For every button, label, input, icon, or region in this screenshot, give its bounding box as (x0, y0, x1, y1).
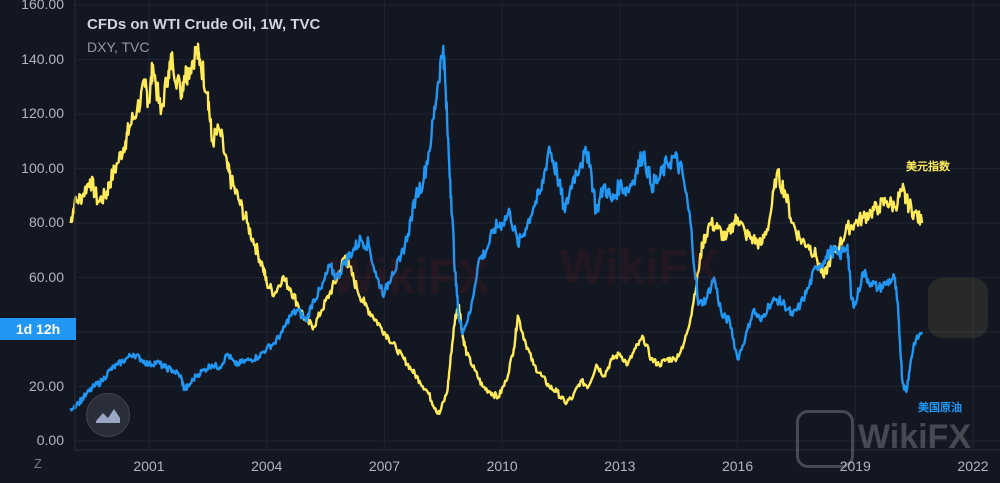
chart-title: CFDs on WTI Crude Oil, 1W, TVC (87, 16, 321, 33)
series-label-dxy: 美元指数 (906, 161, 950, 173)
series-label-oil: 美国原油 (918, 402, 962, 414)
x-tick-label: 2004 (251, 458, 283, 474)
interval-badge[interactable]: 1d 12h (0, 318, 76, 340)
x-tick-label: 2016 (721, 458, 754, 474)
series-lines (69, 42, 924, 415)
x-tick-label: 2007 (368, 458, 400, 474)
wikifx-logo-icon (796, 410, 854, 468)
y-tick-label: 80.00 (28, 214, 64, 230)
series-line-dxy (69, 42, 924, 415)
x-tick-label: 2010 (486, 458, 518, 474)
zoom-reset-button[interactable]: Z (34, 456, 42, 471)
wave-chart-icon (96, 409, 120, 423)
y-tick-label: 160.00 (21, 0, 64, 12)
chart-subtitle: DXY, TVC (87, 39, 150, 55)
y-tick-label: 20.00 (28, 377, 64, 394)
y-tick-label: 140.00 (21, 50, 64, 67)
x-tick-label: 2022 (957, 458, 989, 474)
faint-watermark-2: WikiFX (560, 241, 720, 294)
y-tick-label: 120.00 (21, 105, 64, 121)
wikifx-watermark-text: WikiFX (858, 418, 972, 456)
x-tick-label: 2001 (133, 458, 165, 474)
tradingview-logo-button[interactable] (86, 393, 130, 437)
y-tick-label: 0.00 (36, 432, 64, 448)
y-tick-label: 100.00 (21, 159, 64, 176)
wikifx-watermark: WikiFX (796, 410, 996, 468)
series-line-oil (69, 44, 924, 412)
y-tick-label: 60.00 (28, 268, 64, 285)
faint-watermark-1: WikiFX (330, 251, 490, 304)
watermark-side-icon (928, 278, 988, 338)
x-tick-label: 2013 (604, 458, 636, 474)
